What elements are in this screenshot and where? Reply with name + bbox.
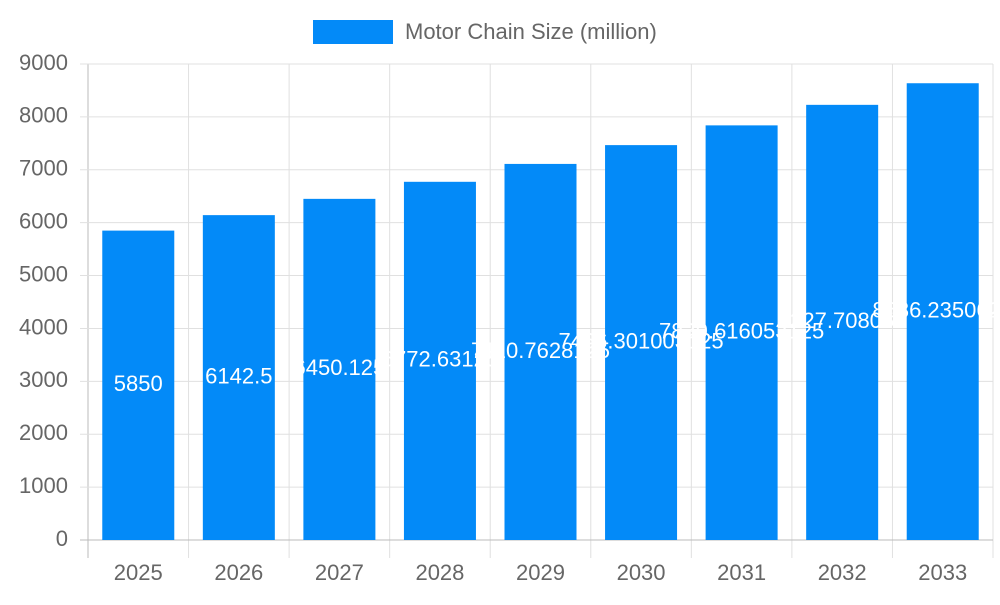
- bar: [202, 215, 275, 540]
- x-tick-label: 2031: [717, 560, 766, 585]
- value-label: 5850: [114, 371, 163, 396]
- y-tick-label: 5000: [19, 261, 68, 286]
- value-label: 6772.63125: [382, 347, 498, 372]
- bar: [705, 125, 778, 541]
- x-tick-label: 2029: [516, 560, 565, 585]
- y-tick-label: 6000: [19, 208, 68, 233]
- y-tick-label: 1000: [19, 473, 68, 498]
- bar: [906, 83, 979, 540]
- x-tick-label: 2026: [214, 560, 263, 585]
- legend-swatch: [313, 20, 393, 44]
- value-label: 6450.125: [294, 355, 386, 380]
- y-tick-label: 4000: [19, 314, 68, 339]
- bar: [403, 181, 476, 541]
- x-tick-label: 2030: [617, 560, 666, 585]
- bar: [605, 145, 678, 540]
- y-tick-label: 2000: [19, 420, 68, 445]
- bar: [504, 163, 577, 540]
- y-tick-label: 8000: [19, 103, 68, 128]
- value-label: 7110.7628125: [471, 338, 610, 363]
- value-label: 6142.5: [205, 363, 272, 388]
- y-tick-label: 9000: [19, 50, 68, 75]
- x-tick-label: 2033: [918, 560, 967, 585]
- bar: [102, 230, 175, 540]
- value-label: 7466.301003125: [558, 328, 723, 353]
- legend-label: Motor Chain Size (million): [405, 19, 657, 44]
- value-label: 7839.616053125: [659, 318, 824, 343]
- x-tick-label: 2032: [818, 560, 867, 585]
- x-tick-label: 2028: [415, 560, 464, 585]
- x-tick-label: 2027: [315, 560, 364, 585]
- bar: [806, 104, 879, 540]
- y-tick-label: 0: [56, 526, 68, 551]
- y-tick-label: 7000: [19, 156, 68, 181]
- x-tick-label: 2025: [114, 560, 163, 585]
- value-label: 8227.708055: [778, 308, 906, 333]
- y-tick-label: 3000: [19, 367, 68, 392]
- value-label: 8636.2350625: [872, 297, 1000, 322]
- bar: [303, 198, 376, 541]
